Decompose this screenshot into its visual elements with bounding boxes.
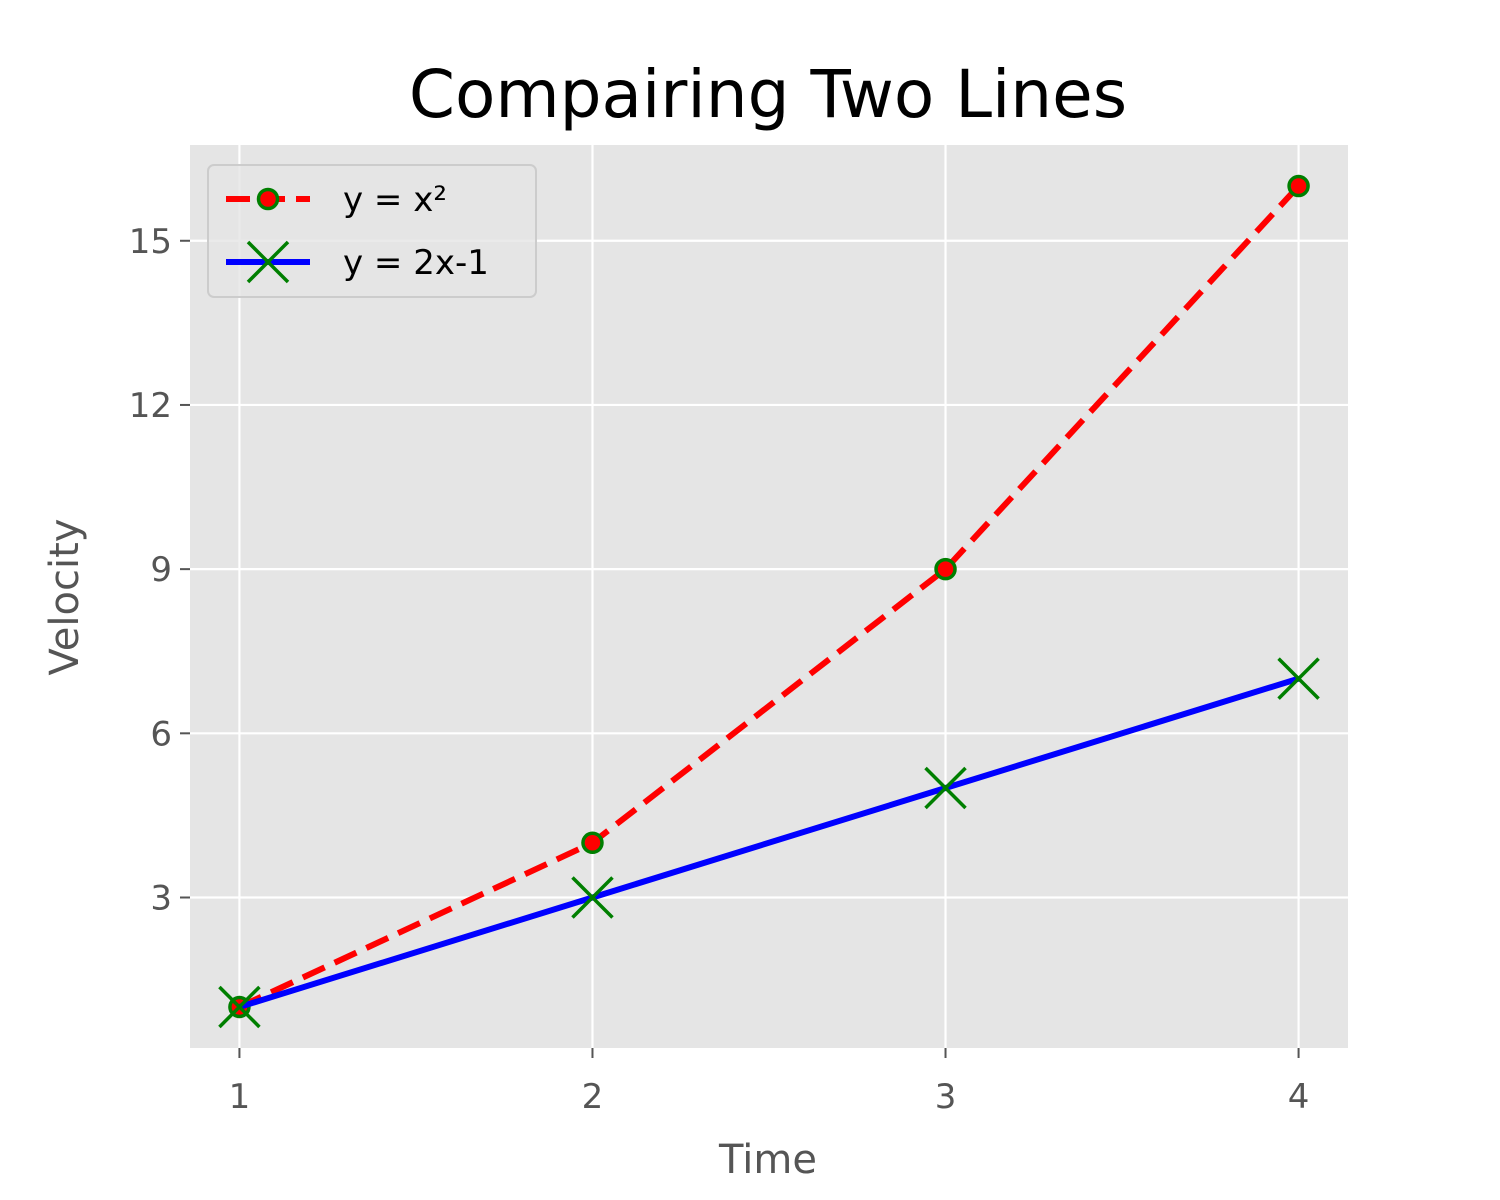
x-tick-label: 2: [582, 1077, 604, 1117]
y-tick-label: 12: [129, 386, 172, 426]
x-tick-label: 3: [935, 1077, 957, 1117]
legend-label: y = x²: [343, 180, 447, 220]
legend-marker: [246, 240, 290, 284]
data-point: [934, 557, 957, 581]
x-marker-stroke: [924, 766, 967, 810]
x-tick-label: 4: [1288, 1077, 1310, 1117]
chart-title: Compairing Two Lines: [409, 56, 1127, 133]
series-line: [238, 183, 1301, 1010]
data-point: [924, 766, 967, 810]
legend: y = x² y = 2x-1: [207, 164, 537, 298]
data-point: [218, 985, 261, 1029]
data-point: [581, 831, 604, 855]
data-point: [571, 876, 614, 919]
series-2: [218, 657, 1320, 1029]
x-marker-stroke: [571, 876, 614, 919]
data-point: [1277, 657, 1320, 700]
legend-label: y = 2x-1: [343, 243, 489, 283]
series-layer: [218, 174, 1320, 1029]
x-marker-stroke: [218, 985, 261, 1029]
y-axis-label: Velocity: [42, 519, 88, 676]
x-marker-stroke: [246, 240, 290, 284]
y-tick-label: 15: [129, 222, 172, 262]
x-axis-label: Time: [718, 1137, 817, 1183]
legend-marker: [256, 187, 280, 211]
data-point: [1287, 174, 1310, 198]
series-line: [238, 675, 1300, 1010]
x-tick-label: 1: [229, 1077, 251, 1117]
x-marker-stroke: [1277, 657, 1320, 700]
legend-item: y = 2x-1: [226, 240, 489, 284]
y-tick-label: 6: [150, 714, 172, 754]
y-tick-label: 9: [150, 550, 172, 590]
legend-item: y = x²: [226, 180, 447, 220]
grid-lines: [190, 145, 1348, 1048]
y-tick-label: 3: [150, 879, 172, 919]
